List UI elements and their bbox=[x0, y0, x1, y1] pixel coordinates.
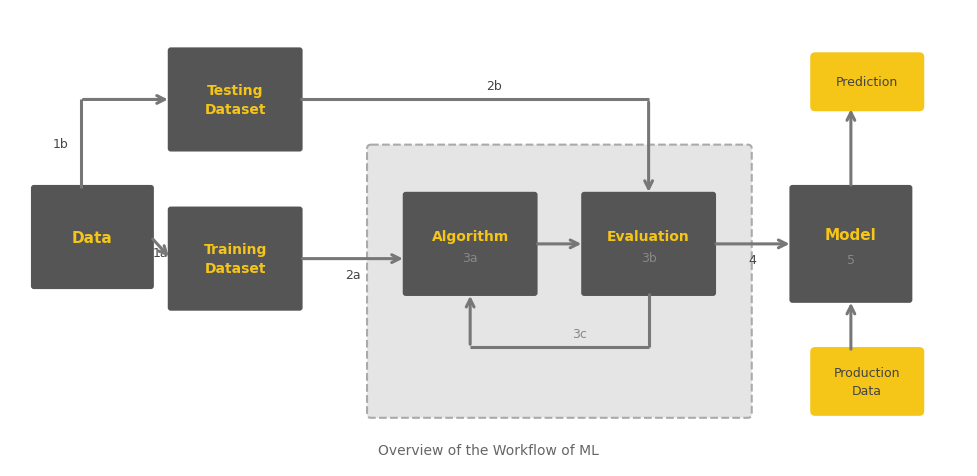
Text: 3c: 3c bbox=[572, 327, 586, 340]
FancyBboxPatch shape bbox=[581, 192, 716, 297]
FancyBboxPatch shape bbox=[403, 192, 537, 297]
Text: 2a: 2a bbox=[345, 268, 361, 281]
Text: Data: Data bbox=[72, 230, 112, 245]
Text: Testing: Testing bbox=[207, 83, 264, 98]
Text: 5: 5 bbox=[847, 254, 855, 267]
FancyBboxPatch shape bbox=[31, 186, 154, 289]
Text: 1a: 1a bbox=[153, 247, 169, 260]
Text: 3b: 3b bbox=[641, 252, 657, 265]
FancyBboxPatch shape bbox=[810, 53, 924, 112]
Text: 4: 4 bbox=[748, 254, 756, 267]
Text: Production: Production bbox=[834, 367, 901, 379]
Text: Overview of the Workflow of ML: Overview of the Workflow of ML bbox=[377, 443, 599, 457]
Text: Prediction: Prediction bbox=[836, 76, 899, 89]
FancyBboxPatch shape bbox=[789, 186, 913, 303]
Text: 2b: 2b bbox=[487, 80, 502, 93]
FancyBboxPatch shape bbox=[810, 347, 924, 416]
FancyBboxPatch shape bbox=[168, 207, 303, 311]
FancyBboxPatch shape bbox=[367, 145, 751, 418]
Text: Evaluation: Evaluation bbox=[608, 229, 690, 244]
Text: Dataset: Dataset bbox=[204, 103, 266, 117]
Text: Data: Data bbox=[852, 384, 882, 397]
Text: Dataset: Dataset bbox=[204, 262, 266, 276]
Text: Training: Training bbox=[203, 242, 267, 256]
Text: 1b: 1b bbox=[53, 138, 68, 151]
FancyBboxPatch shape bbox=[168, 48, 303, 152]
Text: 3a: 3a bbox=[462, 252, 478, 265]
Text: Model: Model bbox=[825, 227, 876, 242]
Text: Algorithm: Algorithm bbox=[432, 229, 509, 244]
